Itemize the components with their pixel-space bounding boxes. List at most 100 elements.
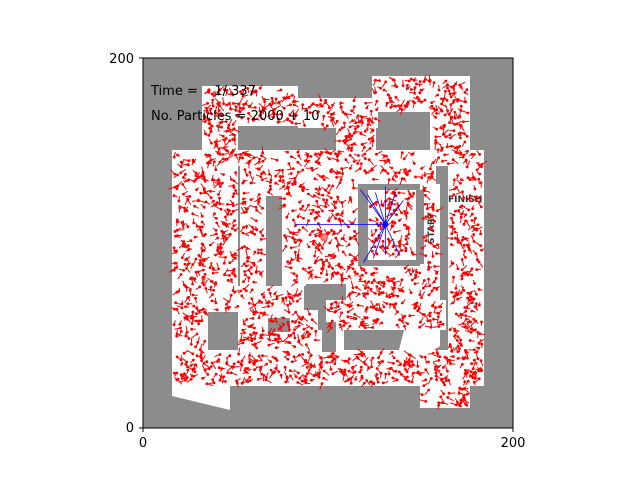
particle-dot bbox=[386, 275, 389, 279]
particle-dot bbox=[277, 117, 280, 121]
particle-dot bbox=[322, 198, 325, 202]
particle-dot bbox=[261, 106, 265, 110]
particle-dot bbox=[250, 181, 254, 185]
particle-dot bbox=[460, 362, 464, 366]
particle-dot bbox=[185, 315, 189, 319]
particle-dot bbox=[241, 202, 245, 205]
particle-dot bbox=[470, 362, 473, 365]
particle-dot bbox=[362, 360, 366, 364]
particle-dot bbox=[351, 366, 354, 370]
particle-dot bbox=[281, 175, 285, 178]
particle-dot bbox=[462, 120, 465, 124]
particle-dot bbox=[175, 290, 179, 294]
particle-dot bbox=[408, 169, 412, 173]
particle-dot bbox=[226, 278, 230, 282]
particle-dot bbox=[389, 366, 393, 370]
particle-dot bbox=[258, 197, 262, 200]
particle-dot bbox=[360, 376, 364, 380]
particle-dot bbox=[335, 119, 339, 123]
particle-dot bbox=[319, 99, 323, 102]
particle-dot bbox=[470, 212, 474, 216]
particle-dot bbox=[176, 153, 179, 157]
particle-dot bbox=[301, 103, 305, 106]
particle-dot bbox=[374, 292, 377, 295]
particle-dot bbox=[314, 211, 318, 214]
particle-dot bbox=[304, 375, 308, 378]
particle-dot bbox=[460, 277, 464, 281]
particle-dot bbox=[296, 371, 300, 375]
particle-dot bbox=[236, 305, 240, 308]
particle-dot bbox=[246, 367, 250, 370]
particle-dot bbox=[261, 234, 265, 238]
particle-dot bbox=[259, 336, 262, 340]
particle-dot bbox=[289, 103, 292, 107]
particle-dot bbox=[242, 103, 246, 106]
particle-dot bbox=[463, 91, 467, 94]
particle-dot bbox=[372, 177, 375, 181]
particle-dot bbox=[433, 219, 436, 223]
particle-dot bbox=[337, 171, 340, 175]
particle-dot bbox=[334, 309, 338, 313]
particle-dot bbox=[451, 221, 455, 225]
particle-dot bbox=[182, 268, 186, 272]
particle-dot bbox=[460, 212, 464, 216]
particle-dot bbox=[241, 341, 245, 345]
particle-dot bbox=[255, 208, 258, 212]
particle-dot bbox=[405, 227, 409, 231]
particle-dot bbox=[231, 93, 235, 97]
particle-dot bbox=[436, 209, 439, 213]
particle-dot bbox=[212, 199, 215, 203]
particle-dot bbox=[352, 160, 356, 163]
particle-dot bbox=[322, 114, 326, 118]
particle-dot bbox=[358, 167, 362, 171]
particle-dot bbox=[173, 185, 177, 189]
particle-dot bbox=[470, 309, 474, 313]
particle-dot bbox=[239, 106, 243, 110]
particle-dot bbox=[420, 88, 423, 92]
particle-dot bbox=[218, 88, 222, 92]
particle-dot bbox=[375, 303, 379, 306]
particle-dot bbox=[212, 94, 216, 98]
particle-dot bbox=[192, 358, 195, 362]
particle-dot bbox=[231, 123, 235, 126]
particle-dot bbox=[364, 101, 368, 105]
particle-dot bbox=[270, 96, 274, 100]
particle-dot bbox=[350, 143, 354, 147]
particle-dot bbox=[466, 291, 470, 295]
particle-dot bbox=[211, 104, 215, 108]
particle-dot bbox=[367, 137, 371, 141]
particle-dot bbox=[405, 370, 409, 373]
particle-dot bbox=[460, 258, 464, 261]
particle-dot bbox=[183, 206, 186, 210]
particle-dot bbox=[245, 247, 249, 250]
particle-dot bbox=[461, 155, 465, 159]
particle-dot bbox=[348, 253, 352, 256]
particle-dot bbox=[178, 322, 182, 326]
particle-dot bbox=[477, 196, 481, 199]
particle-dot bbox=[214, 140, 217, 144]
particle-dot bbox=[340, 311, 343, 315]
particle-dot bbox=[217, 358, 221, 361]
particle-dot bbox=[399, 107, 402, 110]
particle-dot bbox=[214, 301, 218, 305]
particle-dot bbox=[212, 160, 216, 164]
particle-dot bbox=[222, 221, 225, 225]
particle-dot bbox=[370, 281, 374, 285]
particle-dot bbox=[217, 109, 221, 112]
particle-dot bbox=[226, 203, 229, 206]
particle-dot bbox=[193, 204, 197, 208]
particle-dot bbox=[226, 371, 230, 375]
particle-dot bbox=[194, 363, 198, 367]
particle-dot bbox=[375, 99, 379, 103]
particle-dot bbox=[218, 353, 222, 356]
particle-dot bbox=[192, 180, 196, 183]
particle-dot bbox=[424, 254, 428, 257]
particle-dot bbox=[453, 294, 457, 298]
particle-dot bbox=[202, 248, 206, 252]
particle-dot bbox=[319, 271, 323, 275]
particle-dot bbox=[267, 288, 271, 292]
particle-dot bbox=[328, 253, 331, 257]
particle-dot bbox=[231, 133, 235, 136]
particle-dot bbox=[289, 172, 293, 175]
particle-dot bbox=[363, 280, 367, 283]
